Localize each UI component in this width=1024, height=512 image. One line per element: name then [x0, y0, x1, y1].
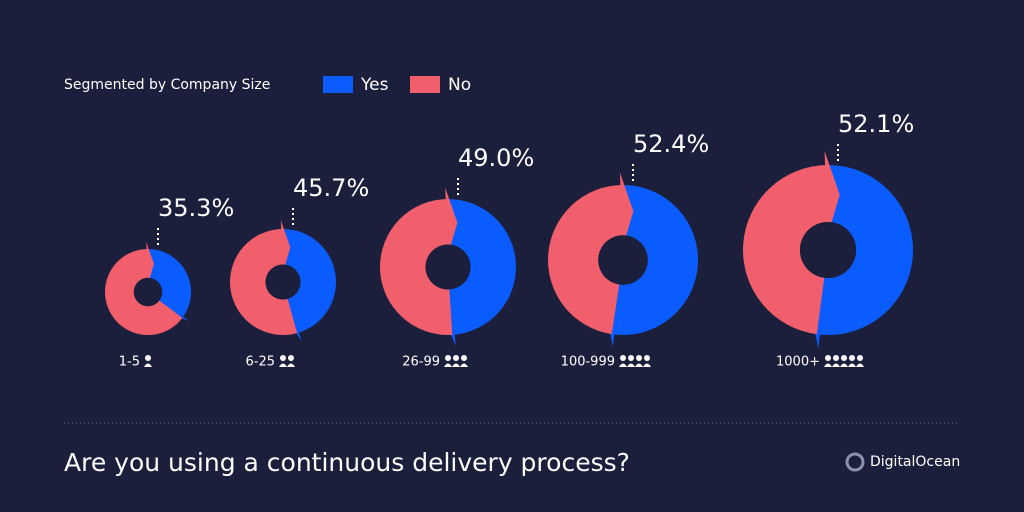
- arrow-head: [445, 187, 458, 256]
- brand-logo: [845, 452, 865, 472]
- value-label: 52.4%: [633, 130, 709, 158]
- x-tick-label: 100-999: [561, 355, 615, 370]
- brand: DigitalOcean: [870, 454, 960, 470]
- arrow-head: [280, 220, 291, 274]
- person-icon: [628, 355, 634, 361]
- arrow-head: [824, 150, 840, 237]
- person-icon: [452, 363, 460, 367]
- x-tick-label: 26-99: [402, 355, 440, 370]
- person-icon: [619, 363, 627, 367]
- arrow-head: [146, 241, 154, 286]
- x-tick-label: 6-25: [245, 355, 275, 370]
- person-icon: [857, 355, 863, 361]
- donut-hole: [265, 264, 301, 300]
- subtitle: Segmented by Company Size: [64, 77, 270, 93]
- donut-hole: [598, 235, 648, 285]
- legend-swatch: [323, 76, 353, 93]
- legend-label: No: [448, 75, 471, 95]
- donut-slice: [816, 164, 913, 335]
- person-icon: [461, 355, 467, 361]
- person-icon: [849, 355, 855, 361]
- person-icon: [832, 363, 840, 367]
- person-icon: [287, 363, 295, 367]
- x-tick-label: 1-5: [119, 355, 140, 370]
- arrow-head: [619, 172, 634, 248]
- value-label: 52.1%: [838, 110, 914, 138]
- legend-swatch: [410, 76, 440, 93]
- arrow-head: [153, 296, 190, 321]
- person-icon: [460, 363, 468, 367]
- person-icon: [144, 363, 152, 367]
- donut-slice: [105, 249, 183, 335]
- person-icon: [627, 363, 635, 367]
- legend-label: Yes: [360, 75, 389, 95]
- person-icon: [824, 363, 832, 367]
- x-tick-label: 1000+: [776, 355, 820, 370]
- person-icon: [445, 355, 451, 361]
- donut-hole: [799, 221, 857, 279]
- donut-slice: [379, 199, 453, 335]
- value-label: 49.0%: [458, 144, 534, 172]
- donut-slice: [743, 165, 828, 335]
- person-icon: [279, 363, 287, 367]
- person-icon: [840, 363, 848, 367]
- person-icon: [644, 355, 650, 361]
- value-label: 45.7%: [293, 174, 369, 202]
- person-icon: [145, 355, 151, 361]
- person-icon: [848, 363, 856, 367]
- person-icon: [636, 355, 642, 361]
- person-icon: [453, 355, 459, 361]
- arrow-head: [285, 290, 302, 342]
- donut-hole: [425, 244, 471, 290]
- donut-slice: [547, 185, 623, 335]
- donut-hole: [133, 277, 163, 307]
- person-icon: [280, 355, 286, 361]
- donut-slice: [230, 229, 298, 335]
- person-icon: [841, 355, 847, 361]
- chart-title: Are you using a continuous delivery proc…: [64, 448, 630, 477]
- person-icon: [288, 355, 294, 361]
- person-icon: [643, 363, 651, 367]
- person-icon: [856, 363, 864, 367]
- person-icon: [444, 363, 452, 367]
- donut-slice: [448, 199, 516, 335]
- donut-slice: [148, 249, 192, 318]
- value-label: 35.3%: [158, 194, 234, 222]
- donut-slice: [283, 229, 337, 334]
- donut-slice: [611, 185, 698, 335]
- person-icon: [620, 355, 626, 361]
- person-icon: [635, 363, 643, 367]
- person-icon: [833, 355, 839, 361]
- person-icon: [825, 355, 831, 361]
